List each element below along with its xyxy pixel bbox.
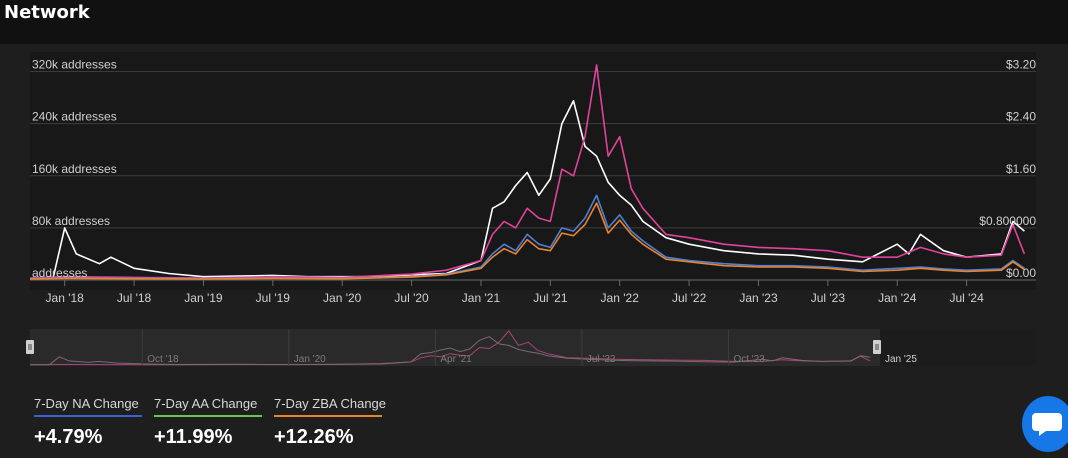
stat-label: 7-Day AA Change: [154, 396, 258, 411]
navigator-label: Jan '25: [885, 354, 917, 365]
stat-underline: [34, 415, 142, 417]
chat-button[interactable]: [1022, 396, 1068, 452]
x-tick-label: Jul '20: [394, 291, 429, 305]
stat-zba-change: 7-Day ZBA Change +12.26%: [274, 396, 387, 449]
y-left-tick-label: 80k addresses: [32, 214, 110, 228]
stat-underline: [154, 415, 262, 417]
x-tick-label: Jan '21: [462, 291, 501, 305]
y-right-tick-label: $1.60: [1006, 162, 1036, 176]
navigator-right-handle[interactable]: [873, 340, 881, 354]
plot-background: [30, 52, 1036, 290]
series-line: [29, 100, 1025, 280]
navigator-left-handle[interactable]: [26, 340, 34, 354]
stat-value: +11.99%: [154, 426, 233, 448]
y-left-tick-label: 320k addresses: [32, 58, 117, 72]
x-tick-label: Jan '24: [878, 291, 917, 305]
x-tick-label: Jan '18: [46, 291, 85, 305]
series-line: [29, 202, 1025, 280]
network-chart: Jan '18 Jul '18 Jan '19 Jul '19 Jan '20 Jul '…: [26, 52, 1037, 366]
series-line: [29, 64, 1026, 279]
navigator-label: Jan '20: [294, 354, 326, 365]
y-right-tick-label: $2.40: [1006, 110, 1036, 124]
y-right-tick-label: $3.20: [1006, 58, 1036, 72]
y-left-tick-label: 240k addresses: [32, 110, 117, 124]
navigator-label: Apr '21: [440, 354, 472, 365]
y-left-tick-label: addresses: [32, 266, 87, 280]
header-bar: Network: [0, 0, 1068, 44]
navigator-selection[interactable]: [30, 329, 880, 366]
y-right-tick-label: $0.00: [1006, 266, 1036, 280]
stat-label: 7-Day NA Change: [34, 396, 139, 411]
x-tick-label: Jan '22: [601, 291, 640, 305]
stat-underline: [274, 415, 382, 417]
navigator-series-line: [29, 336, 871, 366]
navigator-label: Oct '23: [733, 354, 765, 365]
stat-aa-change: 7-Day AA Change +11.99%: [154, 396, 262, 449]
x-tick-label: Jul '22: [672, 291, 707, 305]
navigator-label: Oct '18: [147, 354, 179, 365]
stat-value: +4.79%: [34, 426, 103, 448]
x-tick-label: Jul '19: [256, 291, 291, 305]
x-tick-label: Jan '20: [323, 291, 362, 305]
x-tick-label: Jan '23: [739, 291, 778, 305]
navigator-label: Jul '22: [587, 354, 616, 365]
stat-label: 7-Day ZBA Change: [274, 396, 387, 411]
x-tick-label: Jul '18: [117, 291, 152, 305]
stat-na-change: 7-Day NA Change +4.79%: [34, 396, 142, 449]
stats-row: 7-Day NA Change +4.79% 7-Day AA Change +…: [34, 396, 387, 449]
y-left-tick-label: 160k addresses: [32, 162, 117, 176]
page-title: Network: [4, 2, 90, 23]
chat-bubble-icon: [1032, 413, 1062, 436]
x-tick-label: Jan '19: [184, 291, 223, 305]
x-tick-label: Jul '21: [533, 291, 568, 305]
range-navigator[interactable]: Oct '18 Jan '20 Apr '21 Jul '22 Oct '23 Jan '…: [26, 329, 1036, 366]
navigator-unselected: [880, 329, 1036, 366]
x-tick-label: Jul '24: [949, 291, 984, 305]
y-right-tick-label: $0.800000: [979, 214, 1036, 228]
stat-value: +12.26%: [274, 426, 354, 448]
x-tick-label: Jul '23: [811, 291, 846, 305]
